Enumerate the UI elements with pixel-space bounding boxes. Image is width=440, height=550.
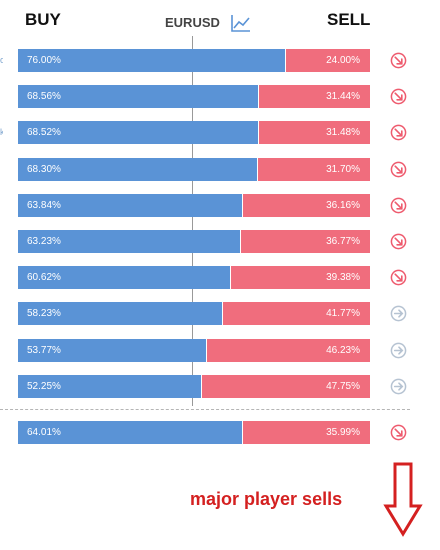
sentiment-row[interactable]: 58.23% 41.77%: [18, 302, 370, 325]
sentiment-row[interactable]: 68.30% 31.70%: [18, 158, 370, 181]
sell-percentage: 31.70%: [258, 158, 370, 181]
sell-signal-icon[interactable]: [390, 52, 407, 69]
neutral-signal-icon[interactable]: [390, 305, 407, 322]
sell-signal-icon[interactable]: [390, 124, 407, 141]
buy-percentage: 58.23%: [18, 302, 223, 325]
line-chart-icon[interactable]: [230, 13, 252, 33]
sell-percentage: 24.00%: [286, 49, 370, 72]
sell-column-header: SELL: [327, 10, 371, 29]
sell-percentage: 31.48%: [259, 121, 370, 144]
sentiment-row[interactable]: 63.84% 36.16%: [18, 194, 370, 217]
buy-percentage: 63.23%: [18, 230, 241, 253]
sell-signal-icon[interactable]: [390, 233, 407, 250]
down-arrow-icon: [383, 462, 423, 537]
sell-percentage: 46.23%: [207, 339, 370, 362]
sentiment-row[interactable]: 53.77% 46.23%: [18, 339, 370, 362]
sell-percentage: 47.75%: [202, 375, 370, 398]
sentiment-row[interactable]: 52.25% 47.75%: [18, 375, 370, 398]
sentiment-row[interactable]: 68.52% 31.48%: [18, 121, 370, 144]
sell-signal-icon[interactable]: [390, 424, 407, 441]
annotation-text: major player sells: [190, 489, 343, 509]
buy-percentage: 68.52%: [18, 121, 259, 144]
sentiment-row[interactable]: 63.23% 36.77%: [18, 230, 370, 253]
buy-percentage: 64.01%: [18, 421, 243, 444]
sell-percentage: 36.16%: [243, 194, 370, 217]
sell-percentage: 36.77%: [241, 230, 370, 253]
currency-pair-label: EURUSD: [165, 15, 220, 30]
buy-column-header: BUY: [25, 10, 61, 29]
sentiment-row[interactable]: 68.56% 31.44%: [18, 85, 370, 108]
buy-percentage: 68.30%: [18, 158, 258, 181]
buy-percentage: 68.56%: [18, 85, 259, 108]
sell-percentage: 41.77%: [223, 302, 370, 325]
summary-bar[interactable]: 64.01% 35.99%: [18, 421, 370, 444]
sell-percentage: 31.44%: [259, 85, 370, 108]
sell-percentage: 39.38%: [231, 266, 370, 289]
cropped-edge-mark: k: [0, 127, 3, 137]
buy-percentage: 53.77%: [18, 339, 207, 362]
buy-percentage: 60.62%: [18, 266, 231, 289]
sell-percentage: 35.99%: [243, 421, 370, 444]
sell-signal-icon[interactable]: [390, 161, 407, 178]
sell-signal-icon[interactable]: [390, 197, 407, 214]
sell-signal-icon[interactable]: [390, 88, 407, 105]
cropped-edge-mark: o: [0, 55, 3, 65]
summary-separator: [0, 409, 410, 410]
neutral-signal-icon[interactable]: [390, 342, 407, 359]
center-divider-line: [192, 36, 193, 406]
buy-percentage: 52.25%: [18, 375, 202, 398]
buy-percentage: 63.84%: [18, 194, 243, 217]
neutral-signal-icon[interactable]: [390, 378, 407, 395]
sentiment-row[interactable]: 76.00% 24.00%: [18, 49, 370, 72]
sentiment-row[interactable]: 60.62% 39.38%: [18, 266, 370, 289]
sell-signal-icon[interactable]: [390, 269, 407, 286]
buy-percentage: 76.00%: [18, 49, 286, 72]
